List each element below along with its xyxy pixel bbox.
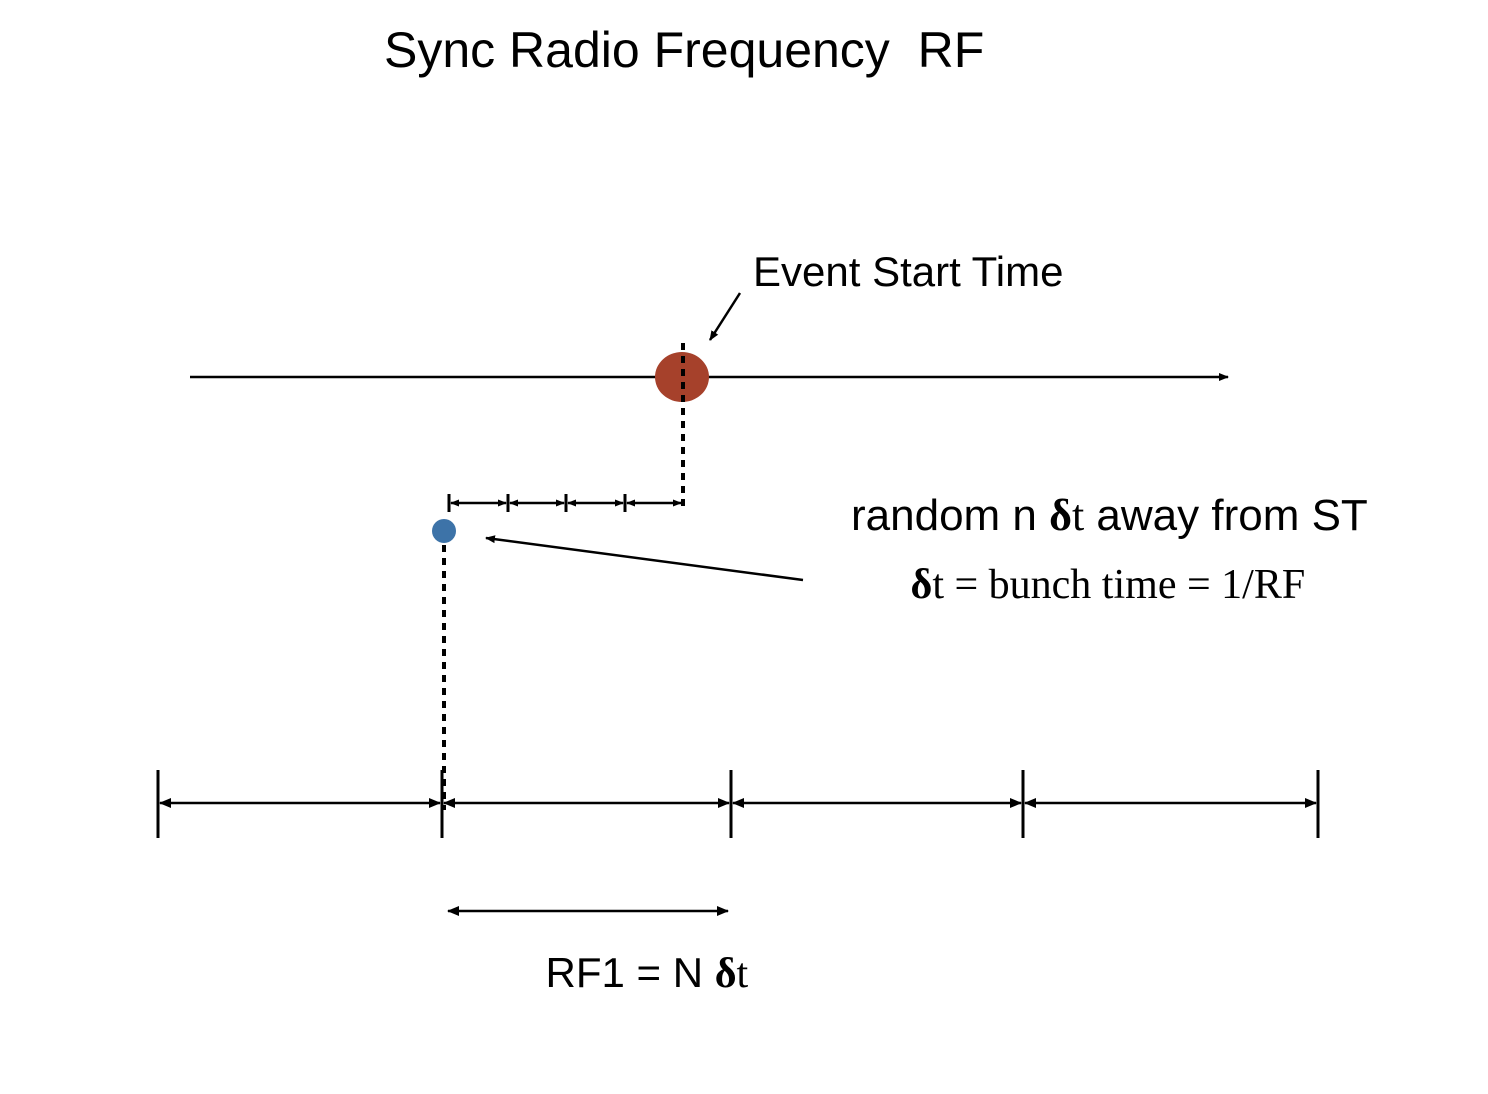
- random-offset-rest: away from ST: [1084, 491, 1368, 540]
- event-start-dot: [655, 352, 709, 402]
- random-delta-t: t: [1072, 491, 1084, 540]
- bunch-pointer-arrow: [485, 535, 804, 582]
- bunch-time-rest: t = bunch time = 1/RF: [932, 562, 1305, 608]
- sync-start-dot: [432, 519, 456, 543]
- rf1-label: RF1 = N δt: [493, 949, 780, 997]
- rf1-prefix: RF1 = N: [546, 949, 715, 996]
- rf1-delta-symbol: δ: [715, 951, 737, 997]
- bunch-step-arrows: [447, 494, 682, 512]
- event-start-pointer-arrow: [708, 292, 742, 341]
- event-start-label: Event Start Time: [753, 248, 1063, 295]
- random-delta-symbol: δ: [1049, 491, 1072, 540]
- bunch-delta-symbol: δ: [911, 562, 933, 608]
- bunch-time-label: δt = bunch time = 1/RF: [858, 562, 1337, 608]
- random-offset-label: random n δt away from ST: [796, 491, 1401, 540]
- page-title: Sync Radio Frequency RF: [384, 22, 984, 78]
- rf1-delta-t: t: [737, 951, 749, 997]
- random-offset-prefix: random n: [851, 491, 1049, 540]
- rf-period-timeline: [156, 770, 1320, 838]
